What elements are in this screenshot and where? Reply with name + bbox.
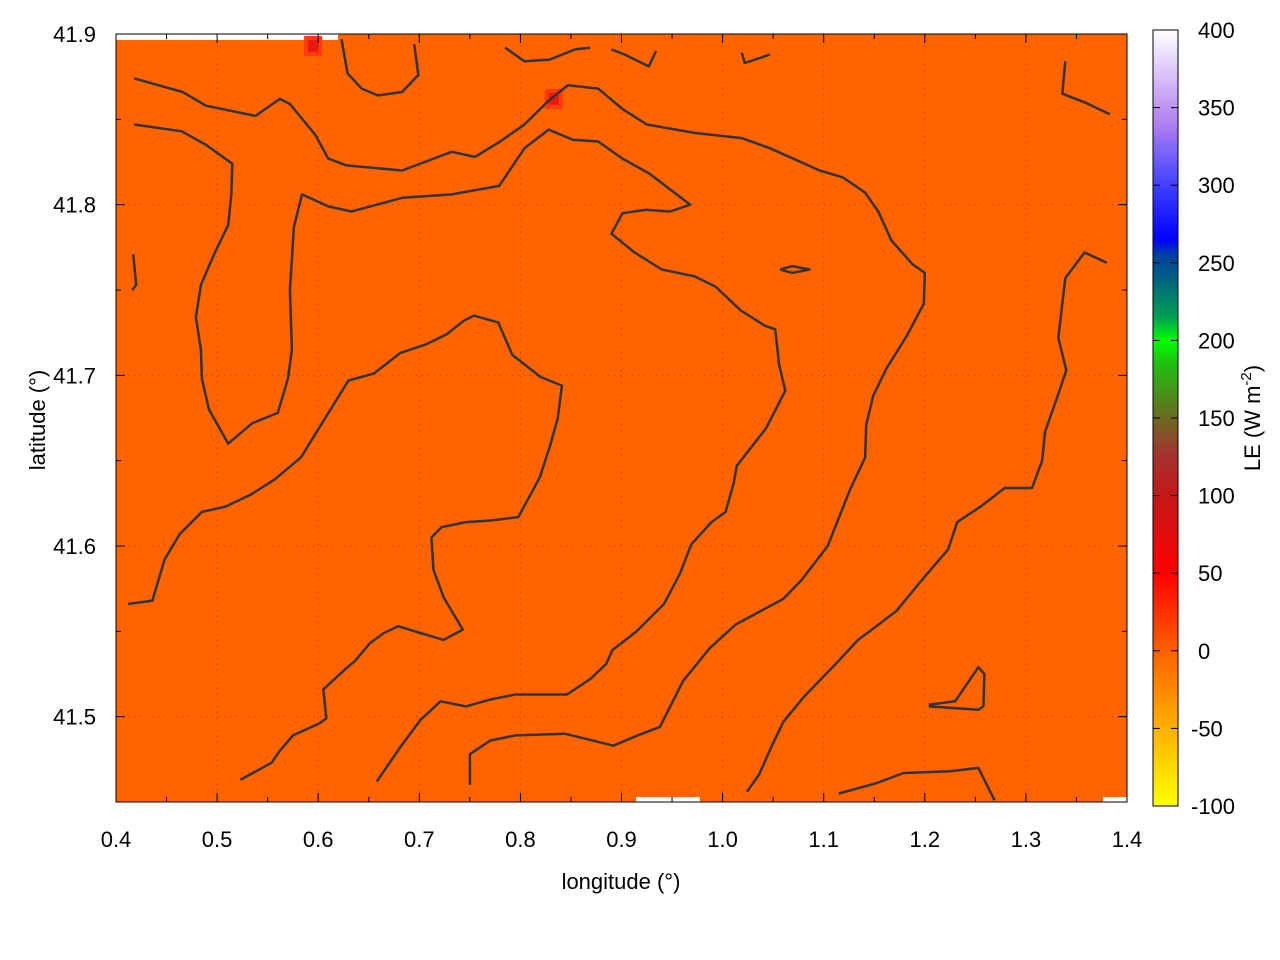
colorbar-tick-label: 400 [1198, 18, 1235, 43]
contour-line [504, 46, 591, 63]
x-tick-label: 0.7 [404, 827, 435, 852]
x-tick-label: 1.0 [707, 827, 738, 852]
contour-line [745, 251, 1108, 793]
colorbar-tick-label: 250 [1198, 251, 1235, 276]
colorbar-label: LE (W m-2) [1238, 365, 1265, 471]
x-tick-label: 1.4 [1112, 827, 1143, 852]
x-tick-label: 1.3 [1011, 827, 1042, 852]
contour-line [838, 766, 996, 801]
colorbar-label-main: LE (W m [1240, 386, 1265, 472]
y-tick-label: 41.7 [53, 363, 96, 388]
colorbar: -100 -50 0 50 100 150 200 250 300 350 400 [1152, 18, 1235, 819]
y-tick-label: 41.8 [53, 193, 96, 218]
colorbar-tick-label: 150 [1198, 406, 1235, 431]
x-axis-label: longitude (°) [562, 869, 681, 894]
y-tick-label: 41.9 [53, 22, 96, 47]
x-tick-label: 0.4 [101, 827, 132, 852]
missing-data-strip [1103, 797, 1127, 802]
colorbar-tick-label: 200 [1198, 328, 1235, 353]
x-tick-label: 0.9 [606, 827, 637, 852]
colorbar-tick-label: 100 [1198, 484, 1235, 509]
missing-data-strip [116, 34, 338, 40]
heatmap-field [116, 34, 1127, 802]
heatmap-cell-hotspot-core [308, 39, 319, 52]
colorbar-label-exponent: -2 [1238, 372, 1255, 385]
x-tick-label: 0.5 [202, 827, 233, 852]
colorbar-tick-label: -100 [1191, 794, 1235, 819]
colorbar-tick-label: -50 [1191, 716, 1223, 741]
colorbar-tick-label: 50 [1198, 561, 1222, 586]
contour-line [779, 264, 811, 275]
y-axis-label: latitude (°) [25, 370, 50, 471]
contour-line [131, 254, 138, 291]
plot-area: 0.4 0.5 0.6 0.7 0.8 0.9 1.0 1.1 1.2 1.3 1.4 41.5 41.… [53, 22, 1142, 852]
contour-line [1061, 61, 1111, 116]
contour-line [133, 77, 927, 785]
contour-line [340, 38, 420, 97]
y-tick-label: 41.6 [53, 534, 96, 559]
colorbar-tick-label: 350 [1198, 96, 1235, 121]
x-tick-label: 1.2 [910, 827, 941, 852]
contour-line [134, 123, 787, 783]
colorbar-label-close: ) [1240, 365, 1265, 372]
y-tick-label: 41.5 [53, 705, 96, 730]
heatmap-cell-hotspot-core [548, 92, 559, 105]
contour-line [610, 48, 658, 68]
x-tick-label: 0.6 [303, 827, 334, 852]
colorbar-tick-label: 300 [1198, 173, 1235, 198]
contour-line [928, 665, 986, 712]
x-tick-label: 1.1 [808, 827, 839, 852]
colorbar-tick-label: 0 [1198, 639, 1210, 664]
missing-data-strip [636, 797, 700, 802]
contour-line [740, 52, 771, 65]
x-tick-label: 0.8 [505, 827, 536, 852]
contour-line [127, 314, 564, 781]
